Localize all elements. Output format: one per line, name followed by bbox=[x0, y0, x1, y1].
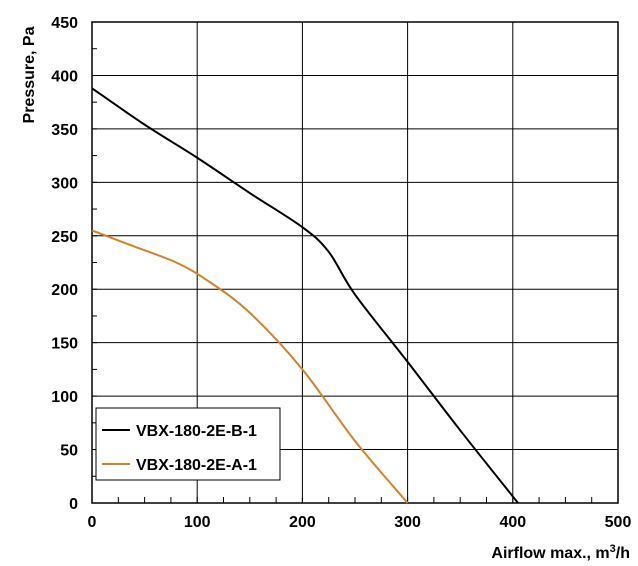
y-tick-label: 100 bbox=[51, 389, 78, 406]
x-tick-label: 500 bbox=[605, 514, 632, 531]
y-tick-labels: 0 50 100 150 200 250 300 350 400 450 bbox=[51, 15, 78, 513]
y-tick-label: 150 bbox=[51, 336, 78, 353]
y-tick-label: 300 bbox=[51, 175, 78, 192]
x-tick-labels: 0 100 200 300 400 500 bbox=[88, 514, 632, 531]
legend-label: VBX-180-2E-B-1 bbox=[136, 423, 257, 440]
y-tick-label: 400 bbox=[51, 68, 78, 85]
y-tick-label: 0 bbox=[69, 496, 78, 513]
legend-box bbox=[95, 407, 281, 481]
x-tick-label: 300 bbox=[394, 514, 421, 531]
x-tick-label: 200 bbox=[289, 514, 316, 531]
legend: VBX-180-2E-B-1 VBX-180-2E-A-1 bbox=[95, 407, 281, 481]
series-line-vbx-180-2e-b-1 bbox=[91, 87, 519, 504]
series-group bbox=[91, 87, 519, 504]
y-axis-title: Pressure, Pa bbox=[21, 26, 38, 123]
series-line-vbx-180-2e-a-1 bbox=[91, 229, 409, 504]
y-tick-label: 450 bbox=[51, 15, 78, 32]
x-tick-label: 0 bbox=[88, 514, 97, 531]
y-tick-label: 50 bbox=[60, 443, 78, 460]
plot-frame bbox=[91, 21, 619, 504]
y-tick-label: 200 bbox=[51, 282, 78, 299]
y-tick-label: 350 bbox=[51, 122, 78, 139]
x-tick-label: 100 bbox=[184, 514, 211, 531]
x-tick-label: 400 bbox=[499, 514, 526, 531]
y-tick-label: 250 bbox=[51, 229, 78, 246]
x-axis-title: Airflow max., m3/h bbox=[491, 543, 630, 562]
grid-lines bbox=[92, 22, 618, 503]
legend-label: VBX-180-2E-A-1 bbox=[136, 457, 257, 474]
